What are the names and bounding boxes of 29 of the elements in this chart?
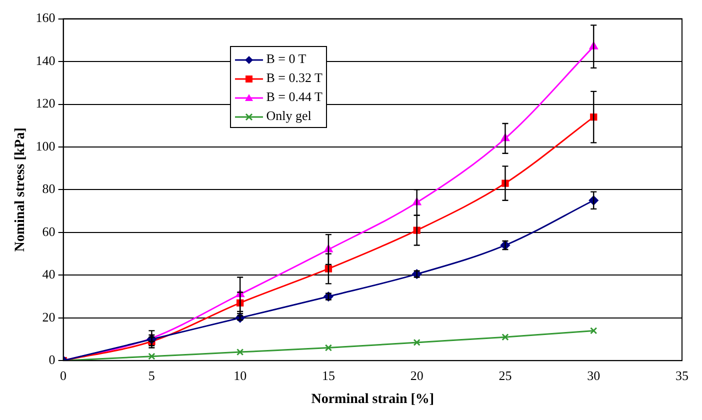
x-tick-label: 20 (410, 368, 424, 383)
point (413, 338, 420, 346)
legend-label: B = 0 T (266, 51, 306, 66)
y-tick-label: 60 (42, 224, 56, 239)
y-tick-label: 80 (42, 181, 56, 196)
point (590, 327, 598, 334)
legend-label: B = 0.44 T (266, 89, 322, 104)
x-axis-title: Norminal strain [%] (311, 392, 434, 408)
x-tick-label: 30 (587, 368, 600, 383)
x-tick-label: 15 (322, 368, 335, 383)
legend-label: Only gel (266, 108, 312, 123)
point (502, 334, 509, 341)
y-tick-label: 0 (48, 352, 56, 368)
y-tick-label: 120 (36, 96, 56, 111)
y-tick-label: 160 (36, 10, 56, 26)
x-tick-label: 10 (234, 368, 247, 383)
point (148, 352, 156, 360)
point (236, 348, 244, 356)
y-tick-label: 100 (36, 138, 56, 154)
y-tick-label: 40 (42, 266, 56, 282)
y-tick-label: 20 (42, 309, 56, 324)
y-axis-title: Nominal stress [kPa] (13, 128, 28, 252)
x-tick-label: 25 (498, 368, 512, 383)
x-tick-label: 35 (676, 368, 688, 383)
x-tick-label: 5 (148, 368, 155, 383)
legend-label: B = 0.32 T (266, 70, 322, 85)
x-tick-label: 0 (60, 368, 67, 383)
y-tick-label: 140 (36, 52, 56, 68)
point (324, 344, 332, 352)
